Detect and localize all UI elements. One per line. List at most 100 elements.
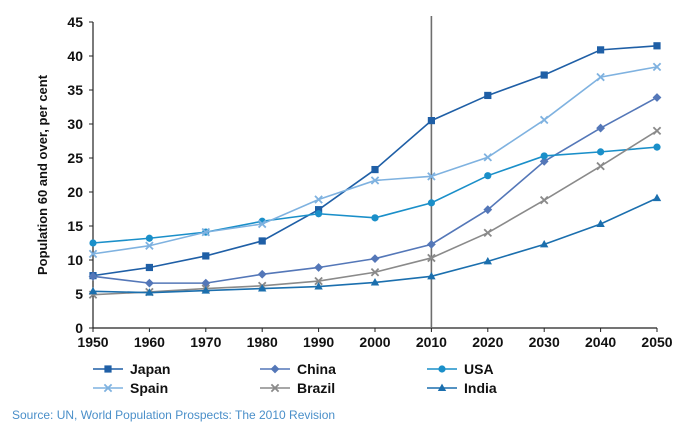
data-point-india: [145, 288, 154, 296]
legend-marker-brazil: [270, 383, 280, 393]
data-point-usa: [484, 172, 492, 180]
legend-marker-usa: [438, 365, 446, 373]
data-point-india: [596, 219, 605, 227]
legend-label-india: India: [464, 380, 497, 396]
data-point-china: [88, 271, 98, 281]
y-tick-label: 10: [67, 252, 83, 268]
data-point-india: [314, 282, 323, 290]
data-point-india: [540, 239, 549, 248]
data-point-japan: [202, 252, 210, 260]
series-line-spain: [92, 66, 658, 255]
y-tick-label: 5: [75, 286, 83, 302]
data-point-brazil: [370, 268, 380, 277]
data-point-india: [483, 256, 492, 265]
legend-item-china: China: [260, 361, 336, 377]
data-point-china: [427, 239, 436, 249]
series-line-usa: [92, 146, 658, 244]
data-point-brazil: [483, 228, 493, 238]
legend: Japan China USA Spain Brazil India: [93, 361, 497, 396]
series-china: [88, 93, 662, 288]
data-point-spain: [145, 241, 154, 250]
data-point-spain: [88, 249, 98, 259]
data-point-spain: [427, 172, 436, 181]
x-tick-label: 1950: [77, 334, 108, 350]
legend-label-china: China: [297, 361, 336, 377]
data-point-usa: [371, 214, 379, 222]
data-point-brazil: [427, 253, 436, 263]
data-point-india: [427, 271, 436, 280]
data-point-usa: [597, 148, 605, 156]
data-point-japan: [653, 42, 661, 50]
data-point-india: [258, 284, 267, 292]
data-point-usa: [427, 199, 435, 207]
y-tick-label: 20: [67, 184, 83, 200]
y-tick-label: 0: [75, 320, 83, 336]
x-tick-label: 2030: [529, 334, 560, 350]
data-point-spain: [652, 62, 662, 72]
data-point-japan: [145, 263, 153, 272]
data-point-usa: [89, 239, 97, 247]
data-point-japan: [371, 165, 379, 174]
legend-label-brazil: Brazil: [297, 380, 335, 396]
data-point-spain: [257, 219, 267, 229]
legend-label-usa: USA: [464, 361, 494, 377]
series-line-japan: [92, 45, 658, 277]
data-point-japan: [540, 71, 548, 79]
y-axis-label: Population 60 and over, per cent: [35, 74, 50, 275]
data-point-india: [652, 193, 662, 202]
legend-marker-japan: [104, 365, 112, 373]
data-point-usa: [315, 210, 323, 218]
data-point-india: [370, 278, 380, 286]
data-point-japan: [484, 91, 492, 100]
y-tick-label: 15: [67, 218, 83, 234]
x-tick-label: 2020: [472, 334, 503, 350]
legend-marker-china: [270, 364, 280, 374]
data-point-china: [539, 157, 549, 166]
legend-marker-india: [437, 383, 447, 391]
data-point-japan: [258, 237, 266, 245]
series-brazil: [88, 126, 662, 299]
data-point-japan: [315, 206, 323, 214]
x-tick-label: 1960: [134, 334, 165, 350]
x-tick-label: 1990: [303, 334, 334, 350]
data-point-india: [201, 286, 210, 294]
data-point-usa: [540, 152, 548, 160]
data-point-china: [201, 278, 211, 288]
x-tick-label: 1980: [247, 334, 278, 350]
data-point-spain: [483, 153, 493, 162]
x-tick-label: 2000: [359, 334, 390, 350]
series-india: [88, 193, 662, 296]
series-usa: [89, 143, 661, 247]
data-point-china: [257, 269, 267, 279]
data-point-brazil: [652, 126, 662, 136]
y-tick-label: 45: [67, 14, 83, 30]
axes: 0 5 10 15 20 25 30 35 40 45 1950 1960 1970 1980 1990 20…: [67, 14, 672, 350]
y-tick-label: 35: [67, 82, 83, 98]
data-point-china: [145, 278, 154, 288]
legend-item-spain: Spain: [93, 380, 168, 396]
x-tick-label: 2050: [641, 334, 672, 350]
series-spain: [88, 62, 662, 259]
legend-item-usa: USA: [427, 361, 494, 377]
legend-marker-spain: [103, 383, 113, 393]
legend-label-spain: Spain: [130, 380, 168, 396]
data-point-usa: [145, 234, 153, 242]
legend-item-india: India: [427, 380, 497, 396]
data-point-spain: [539, 115, 549, 125]
data-point-brazil: [314, 276, 323, 286]
data-point-spain: [370, 176, 380, 185]
data-point-china: [652, 93, 662, 102]
source-note: Source: UN, World Population Prospects: …: [12, 408, 336, 422]
data-point-japan: [597, 46, 605, 54]
legend-item-brazil: Brazil: [260, 380, 335, 396]
data-point-brazil: [596, 161, 605, 171]
data-point-spain: [314, 195, 323, 204]
legend-item-japan: Japan: [93, 361, 170, 377]
data-point-china: [314, 263, 323, 272]
x-tick-label: 2040: [585, 334, 616, 350]
data-point-spain: [201, 227, 211, 237]
y-tick-label: 25: [67, 150, 83, 166]
legend-label-japan: Japan: [130, 361, 170, 377]
series-line-brazil: [92, 130, 658, 296]
